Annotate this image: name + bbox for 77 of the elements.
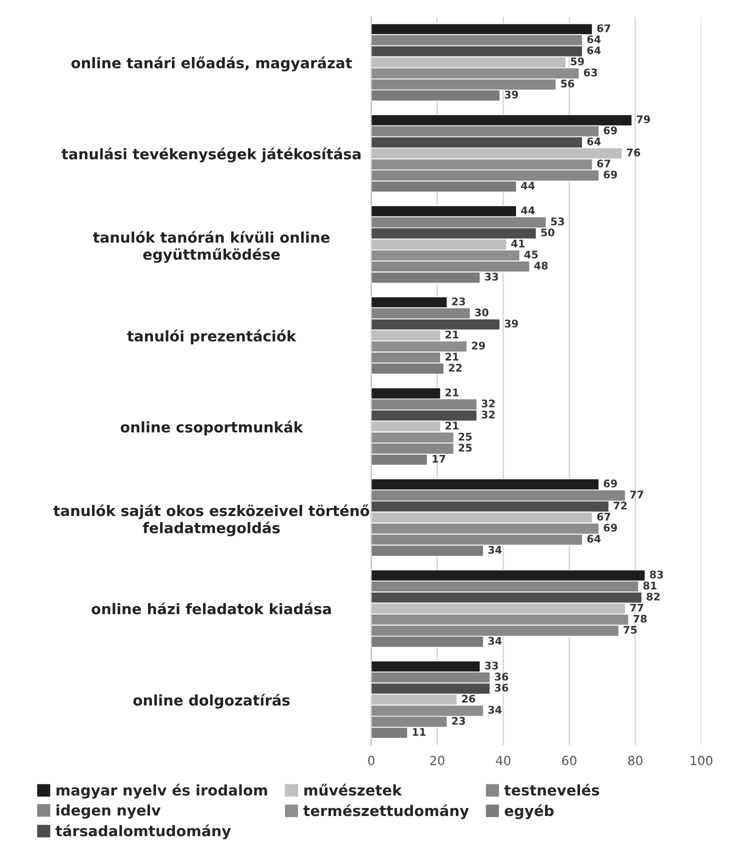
y-tick-label: online tanári előadás, magyarázat [71,56,352,72]
data-label: 29 [472,342,485,350]
y-tick-label: online házi feladatok kiadása [92,602,331,614]
legend-label: testnevelés [504,784,600,796]
x-tick-label: 100 [690,756,712,766]
data-label: 78 [634,614,647,623]
data-label: 33 [485,272,498,281]
data-label: 82 [646,592,660,601]
data-label: 41 [511,240,524,248]
x-tick-label: 0 [368,756,374,766]
data-label: 64 [587,35,601,44]
data-label: 75 [624,626,637,634]
data-label: 69 [604,126,617,134]
data-label: 32 [482,400,495,408]
data-label: 21 [446,388,458,396]
legend-label: magyar nyelv és irodalom [56,784,268,799]
x-tick-label: 60 [562,756,576,766]
data-label: 17 [432,454,446,463]
data-label: 76 [626,148,640,156]
data-label: 36 [494,672,508,681]
data-label: 22 [448,364,462,372]
data-label: 26 [462,694,476,703]
data-label: 21 [446,330,458,338]
data-label: 25 [458,444,472,452]
x-tick-label: 40 [496,756,510,766]
data-label: 83 [650,570,663,578]
y-tick-label: online csoportmunkák [120,420,304,436]
legend-label: egyéb [504,804,554,820]
data-label: 39 [504,320,518,328]
data-label: 59 [570,58,584,66]
data-label: 63 [584,68,597,76]
data-label: 23 [452,297,465,306]
data-label: 67 [597,160,610,168]
data-label: 39 [504,90,518,99]
legend-label: társadalomtudomány [56,824,231,840]
data-label: 34 [488,546,502,554]
data-label: 64 [587,138,601,146]
data-label: 67 [597,512,610,521]
data-label: 33 [485,662,498,670]
data-label: 44 [521,182,535,190]
data-label: 21 [446,422,458,430]
x-tick-label: 80 [628,756,642,766]
data-label: 69 [604,480,617,488]
data-label: 36 [494,684,508,692]
data-label: 67 [597,24,610,32]
data-label: 23 [452,716,465,725]
data-label: 48 [534,262,548,270]
data-label: 34 [488,706,502,714]
y-tick-label: tanulási tevékenységek játékosítása [62,148,361,162]
data-label: 11 [412,728,426,736]
legend-label: idegen nyelv [56,804,161,819]
y-tick-label: tanulók saját okos eszközeivel történő feladatmegoldás [53,504,370,536]
data-label: 77 [630,490,644,498]
data-label: 32 [482,410,495,418]
legend-label: természettudomány [303,804,469,820]
data-label: 79 [636,115,650,124]
data-label: 64 [587,534,601,543]
data-label: 77 [630,604,644,612]
data-label: 64 [587,46,601,54]
y-tick-label: online dolgozatírás [133,694,290,709]
data-label: 69 [604,170,617,179]
y-tick-label: tanulók tanórán kívüli online együttműködése [93,230,330,263]
data-label: 30 [475,308,488,316]
data-label: 44 [521,206,535,214]
data-label: 53 [551,217,564,226]
data-label: 34 [488,636,502,645]
data-label: 25 [458,432,472,441]
data-label: 69 [604,524,617,532]
legend-label: művészetek [304,784,402,796]
data-label: 50 [541,228,554,236]
data-label: 21 [446,352,458,360]
x-tick-label: 20 [430,756,444,766]
data-label: 81 [643,582,656,590]
data-label: 72 [614,502,627,510]
data-label: 45 [524,250,538,259]
y-tick-label: tanulói prezentációk [127,330,296,344]
data-label: 56 [561,80,574,88]
